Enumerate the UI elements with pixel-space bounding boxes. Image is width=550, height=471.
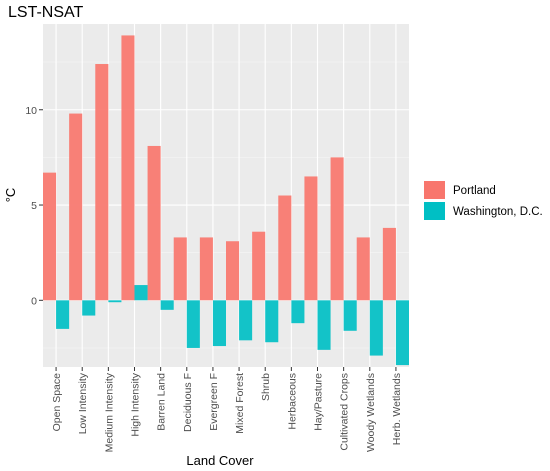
x-tick-label: Mixed Forest xyxy=(234,373,246,434)
x-tick-label: Barren Land xyxy=(156,373,168,431)
bar-washington-13 xyxy=(395,300,409,366)
legend-label-portland: Portland xyxy=(453,185,496,197)
legend-key-washington xyxy=(424,202,445,220)
y-axis-title: °C xyxy=(3,188,18,203)
x-axis-ticks: Open Space Low Intensity Medium Intensity H… xyxy=(51,367,403,452)
bar-portland-4 xyxy=(147,145,161,301)
x-axis-title: Land Cover xyxy=(186,453,254,468)
bar-washington-12 xyxy=(369,300,383,356)
bar-portland-0 xyxy=(43,172,57,301)
bar-washington-7 xyxy=(239,300,253,341)
bar-portland-5 xyxy=(173,237,187,301)
bar-washington-10 xyxy=(317,300,331,350)
x-tick-label: Open Space xyxy=(51,373,63,432)
bar-washington-2 xyxy=(108,300,122,303)
bar-portland-7 xyxy=(226,241,240,301)
bar-washington-0 xyxy=(56,300,70,329)
x-tick-label: Cultivated Crops xyxy=(339,373,351,451)
bar-washington-11 xyxy=(343,300,357,331)
bar-portland-11 xyxy=(330,157,344,301)
bar-portland-2 xyxy=(95,64,109,301)
bar-portland-13 xyxy=(382,227,396,301)
bar-portland-1 xyxy=(69,113,83,301)
x-tick-label: Woody Wetlands xyxy=(365,373,377,452)
bar-portland-3 xyxy=(121,35,135,301)
x-tick-label: Shrub xyxy=(260,373,272,401)
legend-key-portland xyxy=(424,181,445,199)
y-tick-label: 10 xyxy=(25,105,37,117)
x-tick-label: Herb. Wetlands xyxy=(391,373,403,445)
x-tick-label: Herbaceous xyxy=(286,373,298,430)
bar-washington-6 xyxy=(212,300,226,347)
bar-portland-6 xyxy=(199,237,213,301)
y-tick-label: 0 xyxy=(31,295,37,307)
y-axis-ticks: 0 5 10 xyxy=(25,105,43,307)
bars xyxy=(43,35,409,366)
bar-washington-3 xyxy=(134,285,148,301)
legend-label-washington: Washington, D.C. xyxy=(453,206,543,218)
x-tick-label: Medium Intensity xyxy=(103,372,115,452)
legend: Portland Washington, D.C. xyxy=(424,181,543,220)
bar-washington-8 xyxy=(265,300,279,343)
x-tick-label: Low Intensity xyxy=(77,372,89,434)
y-tick-label: 5 xyxy=(31,200,37,212)
bar-washington-1 xyxy=(82,300,96,316)
x-tick-label: Hay/Pasture xyxy=(313,373,325,431)
bar-washington-4 xyxy=(160,300,174,310)
x-tick-label: Evergreen F xyxy=(208,373,220,431)
chart-title: LST-NSAT xyxy=(8,4,84,21)
bar-washington-9 xyxy=(291,300,305,324)
bar-portland-10 xyxy=(304,176,318,301)
x-tick-label: Deciduous F xyxy=(182,373,194,432)
bar-washington-5 xyxy=(186,300,200,348)
bar-portland-12 xyxy=(356,237,370,301)
x-tick-label: High Intensity xyxy=(130,372,142,436)
bar-portland-8 xyxy=(252,231,266,301)
bar-portland-9 xyxy=(278,195,292,301)
